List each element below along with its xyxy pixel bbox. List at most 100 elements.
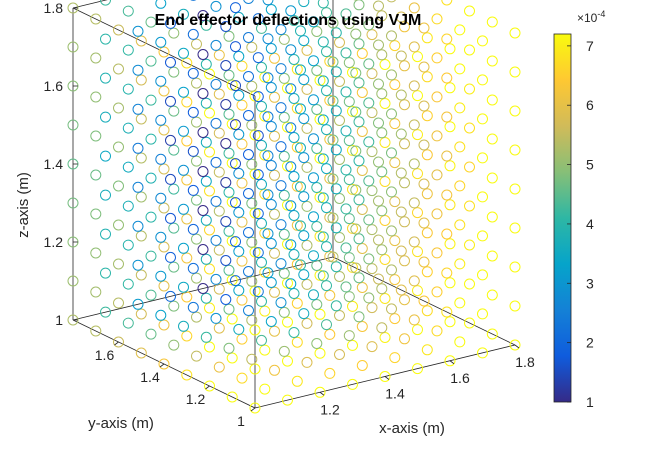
data-point bbox=[181, 252, 193, 264]
data-point bbox=[477, 191, 488, 203]
colorbar-ticks: 1 2 3 4 5 6 7 bbox=[567, 38, 594, 410]
y-tick-mark bbox=[114, 341, 119, 346]
data-point bbox=[278, 189, 290, 201]
data-point bbox=[132, 181, 144, 193]
data-point bbox=[168, 222, 180, 234]
data-point bbox=[327, 56, 339, 68]
data-point bbox=[275, 180, 287, 192]
data-point bbox=[187, 145, 199, 157]
data-point bbox=[187, 106, 199, 118]
data-point bbox=[282, 355, 293, 367]
data-point bbox=[155, 75, 167, 87]
data-point bbox=[464, 83, 475, 95]
data-point bbox=[278, 267, 290, 279]
data-point bbox=[135, 35, 147, 47]
data-point bbox=[181, 213, 193, 225]
data-point bbox=[288, 288, 300, 299]
data-point bbox=[399, 255, 410, 267]
data-point bbox=[288, 171, 300, 182]
data-point bbox=[301, 239, 313, 251]
data-point bbox=[376, 10, 388, 22]
data-point bbox=[366, 146, 378, 158]
data-point bbox=[200, 253, 212, 265]
data-point bbox=[246, 353, 258, 365]
data-point bbox=[278, 111, 290, 123]
data-point bbox=[311, 143, 323, 154]
data-point bbox=[343, 18, 355, 30]
data-point bbox=[204, 107, 215, 119]
data-point bbox=[265, 160, 277, 171]
data-point bbox=[353, 311, 365, 323]
data-point bbox=[311, 182, 323, 193]
chart-title: End effector deflections using VJM bbox=[155, 12, 422, 29]
data-point bbox=[135, 269, 147, 281]
data-point bbox=[509, 66, 521, 78]
colorbar: 1 2 3 4 5 6 7 ×10-4 bbox=[553, 9, 605, 410]
data-point bbox=[366, 224, 378, 236]
data-point bbox=[301, 356, 313, 368]
data-point bbox=[399, 216, 410, 228]
data-point bbox=[317, 114, 329, 126]
data-point bbox=[67, 275, 79, 287]
data-point bbox=[226, 79, 238, 91]
data-point bbox=[366, 302, 378, 314]
x-tick-mark bbox=[514, 344, 520, 349]
data-point bbox=[311, 104, 323, 115]
data-point bbox=[158, 46, 170, 58]
data-point bbox=[285, 83, 297, 95]
data-point bbox=[454, 297, 466, 309]
data-point bbox=[324, 367, 336, 379]
data-point bbox=[90, 325, 102, 337]
data-point bbox=[178, 125, 189, 137]
data-point bbox=[408, 275, 420, 287]
data-point bbox=[135, 230, 147, 242]
data-point bbox=[243, 266, 254, 277]
data-point bbox=[191, 272, 202, 284]
data-point bbox=[379, 215, 391, 226]
data-point bbox=[441, 150, 453, 162]
data-point bbox=[444, 199, 456, 211]
data-point bbox=[321, 319, 332, 331]
data-point bbox=[311, 299, 323, 310]
data-point bbox=[298, 269, 310, 281]
data-point bbox=[311, 221, 323, 232]
data-point bbox=[252, 13, 264, 25]
data-point bbox=[252, 91, 264, 103]
data-point bbox=[285, 239, 297, 251]
data-point bbox=[285, 200, 297, 212]
data-point bbox=[308, 211, 319, 223]
data-point bbox=[408, 2, 420, 14]
data-point bbox=[275, 297, 287, 309]
data-point bbox=[421, 149, 433, 161]
data-point bbox=[373, 78, 384, 90]
data-point bbox=[373, 195, 384, 207]
data-point bbox=[90, 91, 102, 103]
data-point bbox=[233, 50, 245, 62]
data-point bbox=[246, 41, 258, 53]
data-point bbox=[122, 83, 134, 95]
data-point bbox=[350, 28, 362, 40]
data-point bbox=[350, 223, 362, 235]
x-tick-label: 1.4 bbox=[385, 386, 405, 402]
data-point bbox=[353, 194, 365, 206]
data-point bbox=[421, 227, 433, 239]
data-point bbox=[181, 174, 193, 186]
data-point bbox=[486, 211, 498, 223]
data-point bbox=[327, 212, 339, 224]
data-point bbox=[477, 347, 488, 359]
data-point bbox=[200, 58, 212, 70]
data-point bbox=[308, 289, 319, 301]
data-point bbox=[399, 333, 410, 345]
data-point bbox=[350, 106, 362, 118]
data-point bbox=[509, 261, 521, 273]
data-point bbox=[373, 117, 384, 129]
y-tick-mark bbox=[250, 407, 256, 412]
data-point bbox=[412, 90, 423, 102]
data-point bbox=[321, 280, 332, 292]
data-point bbox=[454, 63, 466, 75]
data-point bbox=[356, 360, 368, 371]
data-point bbox=[350, 145, 362, 157]
data-point bbox=[421, 266, 433, 278]
data-point bbox=[100, 72, 111, 84]
data-point bbox=[356, 282, 368, 293]
